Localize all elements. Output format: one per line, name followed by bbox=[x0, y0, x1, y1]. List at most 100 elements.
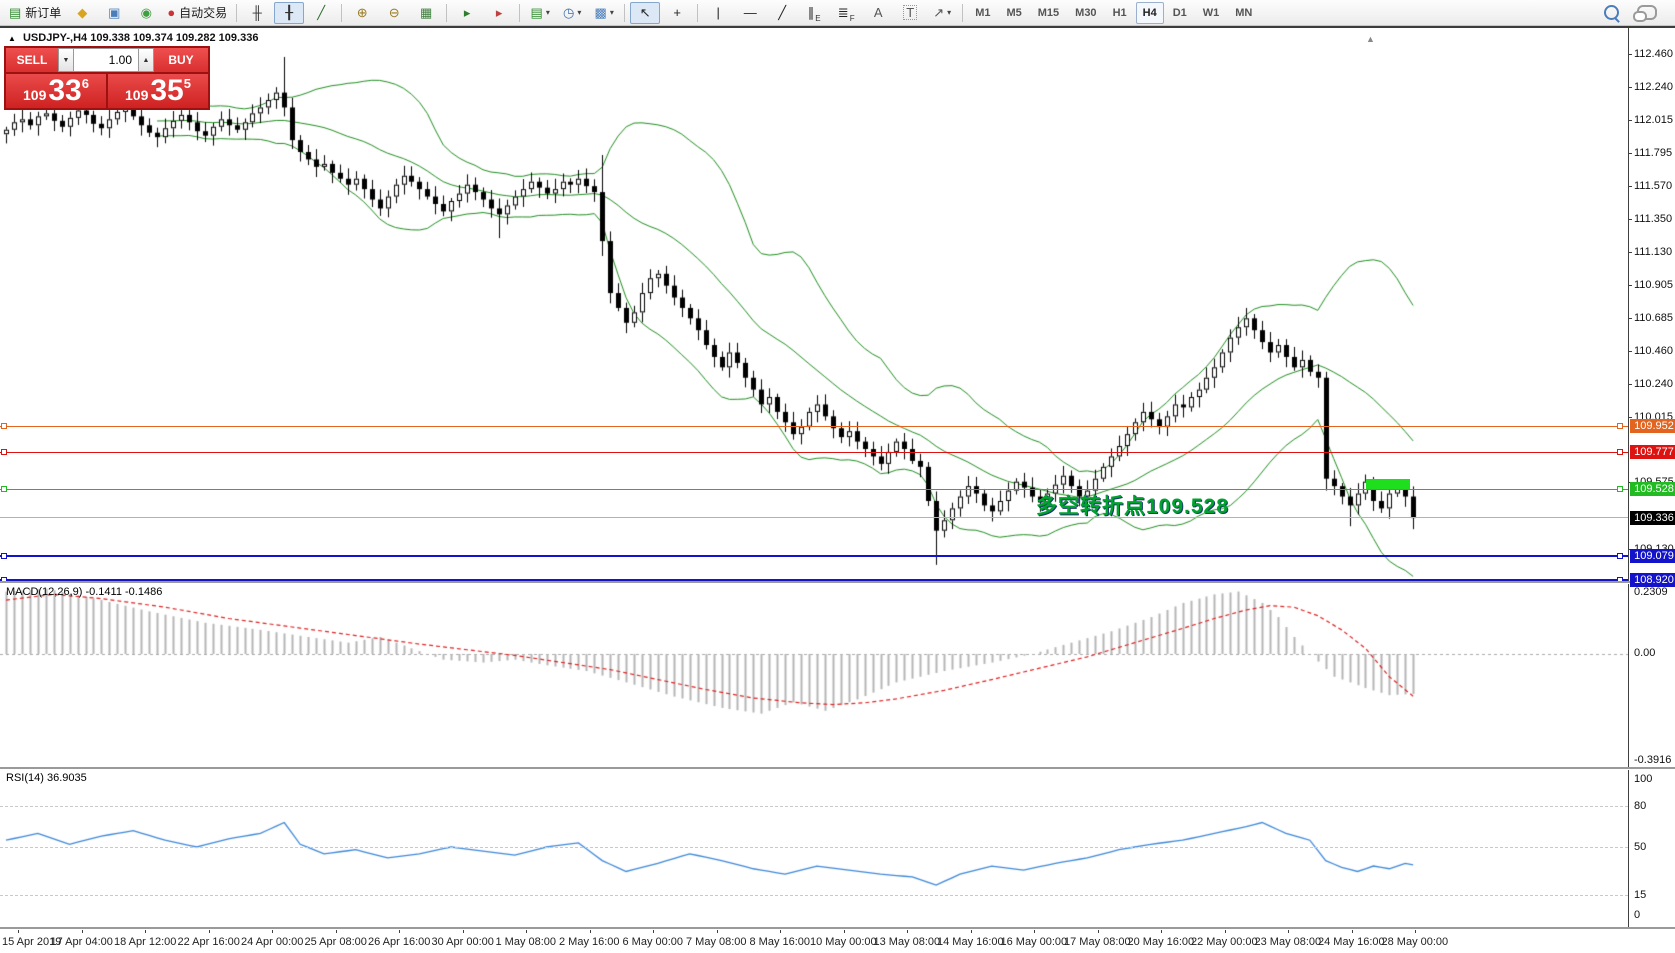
support-line-108920-badge: 108.920 bbox=[1630, 572, 1675, 587]
line-handle[interactable] bbox=[1, 486, 7, 493]
timeframe-mn-button[interactable]: MN bbox=[1235, 6, 1253, 19]
line-handle[interactable] bbox=[1, 449, 7, 456]
text-label-button[interactable]: T bbox=[895, 2, 925, 24]
pivot-annotation-text[interactable]: 多空转折点109.528 bbox=[1036, 495, 1229, 518]
pivot-line-109528-badge: 109.528 bbox=[1630, 482, 1675, 497]
equidistant-channel-button[interactable]: ∥ E bbox=[799, 2, 829, 24]
line-handle[interactable] bbox=[1617, 553, 1623, 560]
timeframe-w1-button[interactable]: W1 bbox=[1202, 6, 1220, 19]
timeframe-m30-button[interactable]: M30 bbox=[1075, 6, 1097, 19]
profiles-button[interactable]: ◷ ▾ bbox=[557, 2, 587, 24]
sell-price-display[interactable]: 109 33 6 bbox=[6, 74, 106, 108]
zoom-in-button[interactable]: ⊕ bbox=[347, 2, 377, 24]
signal-button[interactable]: ◉ bbox=[131, 2, 161, 24]
fibonacci-button[interactable]: ≣ F bbox=[831, 2, 861, 24]
horizontal-line-button[interactable]: — bbox=[735, 2, 765, 24]
time-tickmark bbox=[399, 929, 400, 933]
chat-icon[interactable] bbox=[1633, 5, 1657, 22]
line-handle[interactable] bbox=[1617, 486, 1623, 493]
main-chart-canvas[interactable] bbox=[0, 30, 1629, 582]
resistance-line-109777[interactable] bbox=[0, 451, 1628, 453]
rsi-scale-label: 0 bbox=[1634, 909, 1641, 921]
timeframe-h1-button[interactable]: H1 bbox=[1112, 6, 1127, 19]
tile-windows-icon: ▦ bbox=[420, 5, 433, 20]
search-icon[interactable] bbox=[1604, 5, 1619, 20]
price-tick-label: 112.460 bbox=[1634, 48, 1673, 60]
line-handle[interactable] bbox=[1, 423, 7, 430]
rsi-level-line bbox=[0, 847, 1628, 848]
time-axis-label: 25 Apr 08:00 bbox=[304, 936, 367, 948]
buy-price-display[interactable]: 109 35 5 bbox=[108, 74, 208, 108]
time-axis-label: 24 Apr 00:00 bbox=[241, 936, 304, 948]
new-order-button[interactable]: ▤ 新订单 bbox=[5, 2, 65, 24]
current-price-line bbox=[0, 517, 1628, 519]
time-tickmark bbox=[780, 929, 781, 933]
trendline-icon: ╱ bbox=[778, 5, 787, 20]
macd-pane-canvas[interactable] bbox=[0, 584, 1629, 767]
time-axis-label: 22 Apr 16:00 bbox=[177, 936, 240, 948]
zoom-in-icon: ⊕ bbox=[356, 5, 368, 20]
text-icon: A bbox=[873, 5, 883, 20]
volume-input[interactable] bbox=[74, 48, 138, 72]
timeframe-m15-button[interactable]: M15 bbox=[1037, 6, 1060, 19]
price-tickmark bbox=[1628, 54, 1632, 55]
price-tick-label: 110.685 bbox=[1634, 311, 1673, 324]
new-chart-icon: ▤ bbox=[530, 5, 543, 20]
support-line-108920[interactable] bbox=[0, 578, 1628, 581]
timeframe-d1-button[interactable]: D1 bbox=[1172, 6, 1187, 19]
highlight-zone-rectangle[interactable] bbox=[1366, 478, 1410, 490]
auto-scroll-button[interactable]: ▸ bbox=[452, 2, 482, 24]
new-order-icon: ▤ bbox=[9, 5, 22, 20]
rsi-pane-canvas[interactable] bbox=[0, 770, 1629, 927]
line-chart-button[interactable]: ╱ bbox=[306, 2, 336, 24]
time-tickmark bbox=[209, 929, 210, 933]
line-handle[interactable] bbox=[1617, 449, 1623, 456]
line-handle[interactable] bbox=[1617, 423, 1623, 430]
cursor-button[interactable]: ↖ bbox=[630, 1, 661, 24]
pane-splitter[interactable] bbox=[0, 767, 1675, 770]
vertical-line-button[interactable]: | bbox=[703, 2, 733, 24]
resistance-line-109952[interactable] bbox=[0, 425, 1628, 427]
volume-decrease-button[interactable]: ▼ bbox=[58, 48, 74, 72]
volume-increase-button[interactable]: ▲ bbox=[138, 48, 154, 72]
sell-button[interactable]: SELL bbox=[6, 48, 58, 72]
chart-window-button[interactable]: ▣ bbox=[99, 2, 129, 24]
zoom-out-button[interactable]: ⊖ bbox=[379, 2, 409, 24]
buy-button[interactable]: BUY bbox=[154, 48, 208, 72]
collapse-panel-icon[interactable]: ▲ bbox=[8, 34, 16, 43]
arrows-button[interactable]: ↗ ▾ bbox=[927, 2, 957, 24]
price-tick-label: 110.905 bbox=[1634, 278, 1673, 291]
pivot-line-109528[interactable] bbox=[0, 488, 1628, 490]
price-tick-label: 110.460 bbox=[1634, 345, 1673, 357]
templates-button[interactable]: ▩ ▾ bbox=[589, 2, 619, 24]
price-axis-line[interactable] bbox=[1628, 28, 1629, 929]
chart-shift-button[interactable]: ▸ bbox=[484, 2, 514, 24]
price-tickmark bbox=[1628, 218, 1632, 220]
eraser-button[interactable]: ◆ bbox=[67, 2, 97, 24]
bar-chart-button[interactable]: ╫ bbox=[242, 2, 272, 24]
trendline-button[interactable]: ╱ bbox=[767, 2, 797, 24]
time-tickmark bbox=[1098, 929, 1099, 933]
pane-splitter[interactable] bbox=[0, 581, 1675, 584]
time-axis-label: 30 Apr 00:00 bbox=[431, 936, 494, 948]
line-handle[interactable] bbox=[1, 553, 7, 560]
crosshair-button[interactable]: + bbox=[662, 2, 692, 24]
timeframe-h4-button[interactable]: H4 bbox=[1135, 1, 1164, 24]
time-axis-label: 7 May 08:00 bbox=[686, 936, 747, 948]
tb-sep bbox=[519, 3, 521, 22]
dropdown-caret-icon[interactable]: ▾ bbox=[947, 8, 952, 17]
dropdown-caret-icon[interactable]: ▾ bbox=[609, 8, 614, 17]
signal-icon: ◉ bbox=[140, 5, 152, 20]
timeframe-m5-button[interactable]: M5 bbox=[1006, 6, 1022, 19]
text-button[interactable]: A bbox=[863, 2, 893, 24]
timeframe-m1-button[interactable]: M1 bbox=[975, 6, 991, 19]
horizontal-line-icon: — bbox=[743, 5, 757, 20]
dropdown-caret-icon[interactable]: ▾ bbox=[545, 8, 550, 17]
autotrade-button-label: 自动交易 bbox=[179, 6, 228, 20]
new-chart-button[interactable]: ▤ ▾ bbox=[525, 2, 555, 24]
tile-windows-button[interactable]: ▦ bbox=[411, 2, 441, 24]
autotrade-button[interactable]: ● 自动交易 bbox=[163, 2, 231, 24]
dropdown-caret-icon[interactable]: ▾ bbox=[577, 8, 582, 17]
candlestick-chart-button[interactable]: ╂ bbox=[274, 1, 305, 24]
support-line-109079[interactable] bbox=[0, 555, 1628, 558]
